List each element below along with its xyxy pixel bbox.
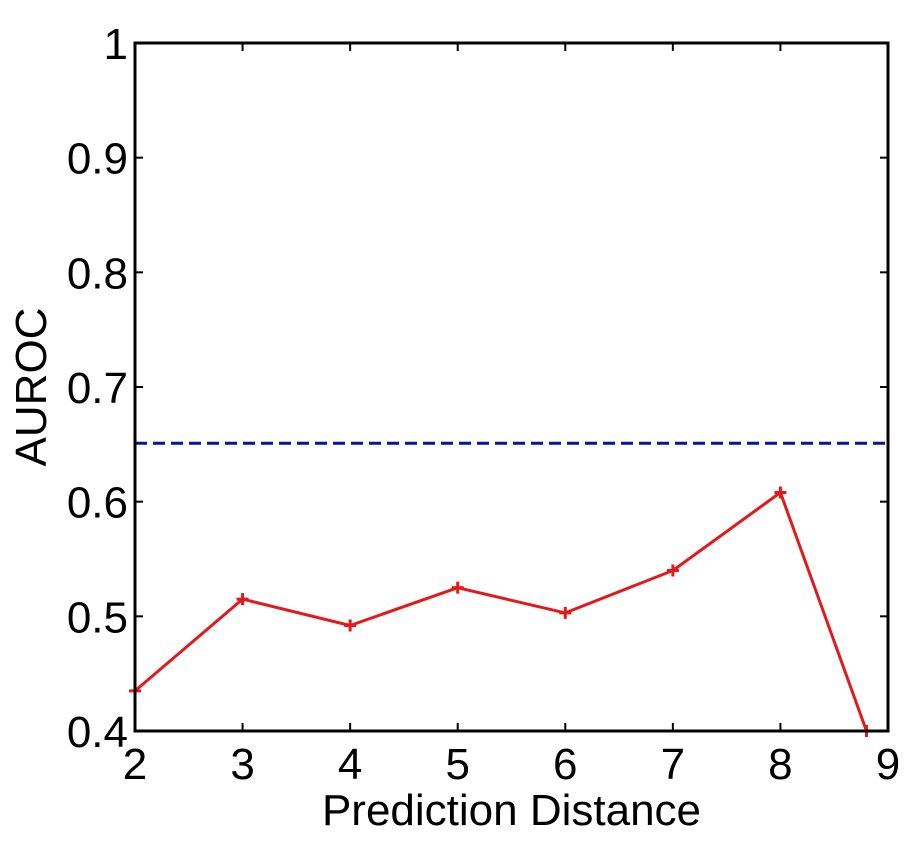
x-tick-label: 9 [876,740,900,789]
data-point-marker [559,606,572,619]
data-point-marker [774,486,787,499]
y-tick-label: 0.6 [67,479,128,528]
x-axis-title: Prediction Distance [322,786,701,835]
y-tick-label: 0.4 [67,708,128,757]
y-tick-label: 0.9 [67,135,128,184]
labels-layer: 2 3 4 5 6 7 8 9 0.4 0.5 0.6 0.7 0.8 0.9 1 [67,20,900,789]
y-tick-label: 0.8 [67,249,128,298]
plot-frame [133,41,890,733]
y-tick-label: 0.7 [67,364,128,413]
x-tick-label: 4 [338,740,362,789]
x-tick-label: 6 [553,740,577,789]
data-point-marker [344,619,357,632]
data-point-marker [236,593,249,606]
x-tick-label: 3 [230,740,254,789]
y-axis-title: AUROC [7,308,56,467]
x-tick-label: 2 [123,740,147,789]
x-tick-label: 5 [445,740,469,789]
x-tick-label: 8 [768,740,792,789]
y-tick-label: 1 [104,20,128,69]
data-point-marker [666,564,679,577]
y-tick-label: 0.5 [67,593,128,642]
data-point-marker [451,581,464,594]
x-tick-label: 7 [661,740,685,789]
auroc-series-line [134,491,868,732]
